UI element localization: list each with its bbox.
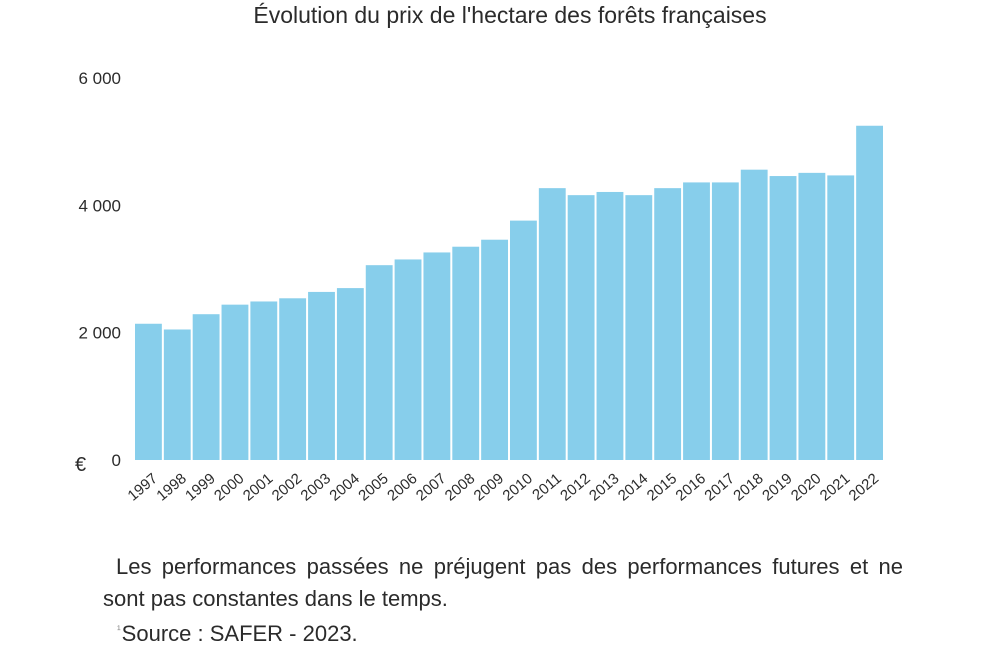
x-tick-label: 2016: [673, 470, 709, 504]
x-tick-label: 2001: [240, 470, 276, 504]
bar-2022: [856, 125, 883, 460]
bar-2000: [221, 304, 249, 460]
y-axis-unit-label: €: [75, 454, 86, 476]
source-footnote-marker: ¹: [117, 623, 121, 636]
bar-2003: [308, 291, 335, 460]
bar-2020: [798, 172, 826, 460]
x-tick-label: 2021: [817, 470, 853, 504]
disclaimer-text: Les performances passées ne préjugent pa…: [103, 554, 903, 611]
bar-2011: [538, 188, 566, 461]
x-tick-label: 2007: [413, 470, 449, 504]
bar-2016: [683, 182, 710, 460]
x-axis: 1997199819992000200120022003200420052006…: [125, 470, 883, 504]
bar-2002: [279, 298, 307, 460]
bar-2010: [510, 220, 537, 460]
y-tick-label: 4 000: [78, 196, 121, 215]
x-tick-label: 1999: [182, 470, 218, 504]
x-tick-label: 2017: [701, 470, 737, 504]
y-tick-label: 6 000: [78, 69, 121, 88]
bar-2012: [567, 195, 595, 460]
bar-2009: [481, 239, 508, 460]
source-text: Source : SAFER - 2023.: [121, 621, 358, 646]
bar-2006: [394, 259, 422, 460]
bar-2004: [336, 288, 364, 460]
bar-2021: [827, 175, 855, 460]
x-tick-label: 2005: [355, 470, 391, 504]
y-axis: 0 2 000 4 000 6 000: [78, 69, 121, 470]
x-tick-label: 2018: [730, 470, 766, 504]
x-tick-label: 2013: [586, 470, 622, 504]
x-tick-label: 2004: [326, 470, 362, 504]
x-tick-label: 2009: [471, 470, 507, 504]
source-note: ¹Source : SAFER - 2023.: [117, 621, 358, 647]
chart-title: Évolution du prix de l'hectare des forêt…: [253, 2, 767, 28]
bar-1999: [192, 314, 220, 460]
bar-1997: [135, 323, 162, 460]
bar-2014: [625, 195, 653, 460]
bars-group: [135, 125, 883, 461]
bar-2008: [452, 246, 480, 460]
x-tick-label: 2012: [557, 470, 593, 504]
bar-2015: [654, 188, 682, 461]
bar-2019: [769, 176, 797, 460]
x-tick-label: 2020: [788, 470, 824, 504]
bar-2017: [711, 182, 739, 460]
x-tick-label: 2022: [846, 470, 882, 504]
y-tick-label: 2 000: [78, 324, 121, 343]
bar-2018: [740, 169, 768, 460]
x-tick-label: 2011: [529, 470, 565, 504]
bar-2013: [596, 191, 624, 461]
bar-2001: [250, 301, 278, 460]
bar-2007: [423, 252, 451, 460]
x-tick-label: 2006: [384, 470, 420, 504]
x-tick-label: 2010: [500, 470, 536, 504]
x-tick-label: 2014: [615, 470, 651, 504]
x-tick-label: 1997: [125, 470, 161, 504]
x-tick-label: 1998: [153, 470, 189, 504]
x-tick-label: 2015: [644, 470, 680, 504]
bar-1998: [163, 329, 191, 460]
x-tick-label: 2019: [759, 470, 795, 504]
x-tick-label: 2002: [269, 470, 305, 504]
bar-2005: [365, 265, 393, 460]
x-tick-label: 2003: [298, 470, 334, 504]
x-tick-label: 2008: [442, 470, 478, 504]
y-tick-label: 0: [112, 451, 121, 470]
x-tick-label: 2000: [211, 470, 247, 504]
